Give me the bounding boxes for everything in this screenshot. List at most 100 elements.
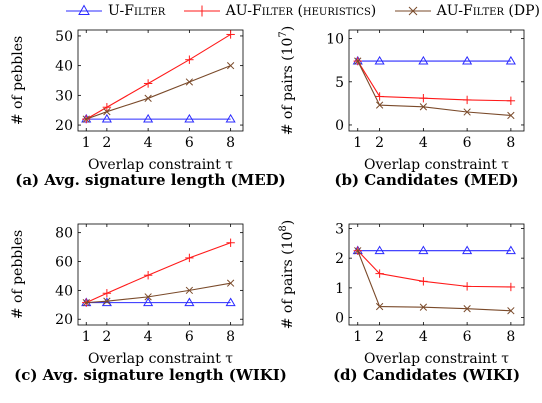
series-line <box>357 250 511 312</box>
legend-label-au-filter-heuristics: AU-Filter (heuristics) <box>225 3 377 19</box>
data-point <box>102 103 112 112</box>
y-tick-label: 0 <box>335 118 344 134</box>
data-point <box>419 303 428 311</box>
data-point <box>419 103 428 111</box>
legend-item-u-filter: U-Filter <box>64 3 165 19</box>
x-tick-label: 6 <box>185 135 194 151</box>
data-point <box>463 108 471 116</box>
series-au-filter-dp <box>82 279 235 307</box>
data-point <box>225 297 236 307</box>
series-u-filter <box>352 245 516 255</box>
x-axis-label: Overlap constraint τ <box>364 157 509 173</box>
plot-frame <box>348 29 525 132</box>
x-tick-label: 6 <box>185 329 194 345</box>
x-axis-label: Overlap constraint τ <box>88 157 233 173</box>
y-axis-label: # of pebbles <box>10 230 26 319</box>
data-point <box>225 113 236 123</box>
data-point <box>418 245 429 255</box>
x-tick-label: 8 <box>506 135 515 151</box>
y-tick-label: 40 <box>55 59 73 75</box>
data-point <box>226 30 235 39</box>
data-point <box>506 282 516 292</box>
data-point <box>82 115 90 123</box>
data-point <box>226 238 235 247</box>
y-axis-label: # of pairs (107) <box>278 26 296 135</box>
series-au-filter-heuristics <box>82 30 235 124</box>
series-au-filter-heuristics <box>353 56 516 105</box>
chart-caption: (c) Avg. signature length (WIKI) <box>14 366 287 384</box>
data-point <box>462 282 472 291</box>
chart-caption: (b) Candidates (MED) <box>334 171 518 189</box>
data-point <box>375 269 384 278</box>
chart-panel-c: 1 2 4 6 8 20 40 60 80 # of pebbles Overlap constra… <box>10 223 287 384</box>
series-line <box>357 250 511 288</box>
legend-item-au-filter-heuristics: AU-Filter (heuristics) <box>182 3 377 19</box>
data-point <box>354 247 362 255</box>
series-line <box>357 60 511 117</box>
series-line <box>357 60 511 102</box>
data-point <box>507 111 515 120</box>
data-point <box>418 55 429 65</box>
data-point <box>144 293 152 301</box>
data-point <box>462 95 472 105</box>
legend-marker-plus <box>183 5 220 17</box>
data-point <box>505 55 516 65</box>
data-point <box>462 55 473 65</box>
data-point <box>375 302 384 311</box>
data-point <box>102 289 112 298</box>
x-tick-label: 1 <box>82 135 91 151</box>
y-tick-label: 0 <box>335 311 344 327</box>
x-axis-label: Overlap constraint τ <box>364 351 509 367</box>
x-tick-label: 8 <box>226 329 235 345</box>
x-tick-label: 4 <box>419 135 428 151</box>
data-point <box>185 55 194 64</box>
chart-panel-a: 1 2 4 6 8 20 30 40 50 # of pebbles Overlap constra… <box>10 29 286 189</box>
y-axis-label: # of pebbles <box>10 36 26 125</box>
data-point <box>185 286 194 295</box>
x-tick-label: 2 <box>375 135 384 151</box>
y-tick-label: 30 <box>55 88 73 104</box>
x-tick-label: 4 <box>419 329 428 345</box>
data-point <box>506 96 516 105</box>
y-tick-label: 50 <box>55 29 73 45</box>
data-point <box>419 93 428 103</box>
data-point <box>143 113 154 123</box>
y-tick-label: 20 <box>55 118 73 134</box>
data-point <box>143 79 153 88</box>
data-point <box>226 61 235 70</box>
x-tick-label: 4 <box>144 329 153 345</box>
y-tick-label: 3 <box>335 221 344 237</box>
data-point <box>462 245 473 255</box>
x-tick-label: 6 <box>463 135 472 151</box>
plot-frame <box>77 223 244 326</box>
legend-marker-triangle <box>66 4 102 15</box>
x-tick-label: 1 <box>353 135 362 151</box>
series-au-filter-dp <box>354 247 515 315</box>
plot-frame <box>348 223 525 326</box>
data-point <box>374 55 385 65</box>
data-point <box>103 108 111 116</box>
series-au-filter-heuristics <box>82 238 235 307</box>
chart-caption: (a) Avg. signature length (MED) <box>15 171 286 189</box>
series-au-filter-heuristics <box>353 246 516 292</box>
y-tick-label: 2 <box>335 251 344 267</box>
x-tick-label: 2 <box>102 329 111 345</box>
data-point <box>184 297 195 307</box>
y-tick-label: 40 <box>55 283 73 299</box>
y-tick-label: 10 <box>326 32 344 48</box>
series-line <box>85 33 231 120</box>
data-point <box>185 253 194 263</box>
series-u-filter <box>81 113 236 123</box>
plot-frame <box>77 29 244 132</box>
x-tick-label: 1 <box>82 329 91 345</box>
data-point <box>101 113 112 123</box>
data-point <box>103 297 111 305</box>
data-point <box>101 297 112 307</box>
data-point <box>463 305 471 313</box>
data-point <box>374 245 385 255</box>
data-point <box>184 113 195 123</box>
data-point <box>375 101 384 109</box>
